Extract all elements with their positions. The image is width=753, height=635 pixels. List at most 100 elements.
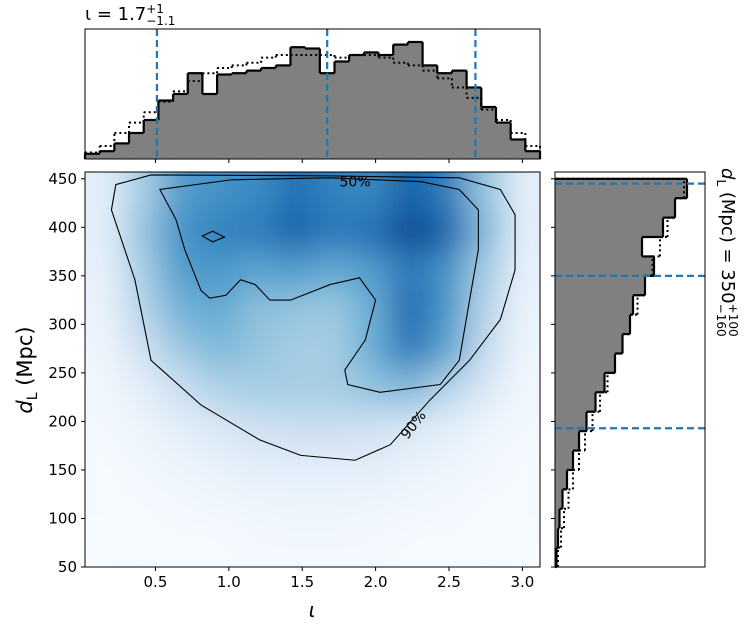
hist-bar [555,489,563,510]
heat-cell [352,250,391,291]
heat-cell [504,290,540,331]
heat-cell [352,408,391,450]
hist-bar [555,469,567,490]
heat-cell [161,527,200,567]
y-tick-label: 400 [48,218,77,236]
heat-cell [85,290,124,331]
heat-cell [161,488,200,528]
heat-cell [504,527,540,567]
heat-cell [275,330,315,370]
right-title-upper: +100 [726,304,740,337]
heat-cell [390,290,429,331]
hist-bar [334,61,350,159]
heat-cell [390,448,429,489]
heat-cell [275,488,315,528]
main-frame [84,171,541,568]
hist-bar [451,70,467,159]
heat-cell [313,290,353,331]
hist-bar [217,74,233,159]
heat-cell [123,211,162,252]
heat-cell [85,369,124,410]
heat-cell [123,250,162,291]
y-label-main: d [13,400,37,414]
x-axis-label: ι [309,598,316,622]
hist-bar [555,314,630,335]
heat-cell [352,369,391,410]
heat-cell [428,290,468,331]
heat-cell [428,408,468,450]
heat-cell [466,172,506,213]
hist-bar [290,47,306,160]
heat-cell [466,211,506,252]
hist-bar [555,178,687,199]
x-tick-label: 0.5 [144,573,168,591]
heat-cell [275,527,315,567]
right-title-lower: −160 [714,304,728,337]
heat-cell [123,330,162,370]
right-title-sub: L [714,179,728,186]
heat-cell [313,408,353,450]
heat-cell [161,211,200,252]
heat-cell [199,369,239,410]
heat-cell [237,330,277,370]
y-tick-label: 200 [48,412,77,430]
heat-cell [237,211,277,252]
heat-cell [275,369,315,410]
heat-cell [237,408,277,450]
hist-bar [363,52,379,159]
heat-cell [390,330,429,370]
heat-cell [123,369,162,410]
heat-cell [199,488,239,528]
heat-cell [390,408,429,450]
heat-cell [352,211,391,252]
heat-cell [504,408,540,450]
heat-cell [123,488,162,528]
hist-bar [319,73,335,159]
y-tick-label: 100 [48,509,77,527]
heat-cell [275,211,315,252]
heat-cell [85,408,124,450]
heat-cell [85,330,124,370]
heat-cell [123,172,162,213]
hist-bar [246,70,262,159]
heat-cell [504,172,540,213]
heat-cell [123,408,162,450]
heat-cell [466,250,506,291]
heat-cell [199,290,239,331]
y-tick-label: 450 [48,170,77,188]
heat-cell [504,488,540,528]
heat-cell [237,488,277,528]
hist-frame [554,171,706,568]
heat-cell [161,330,200,370]
heat-cell [199,408,239,450]
heat-cell [161,290,200,331]
hist-bar [466,87,482,159]
contour-label: 50% [340,175,371,191]
heat-cell [85,211,124,252]
heat-cell [504,330,540,370]
heat-cell [237,290,277,331]
heat-cell [199,448,239,489]
heat-cell [275,408,315,450]
hist-bar [481,107,497,159]
x-tick-label: 1.5 [290,573,314,591]
hist-bar [555,334,623,354]
heat-cell [161,408,200,450]
heatmap-area [85,172,540,567]
heat-cell [352,488,391,528]
heat-cell [466,448,506,489]
heat-cell [237,250,277,291]
contour [110,174,516,461]
hist-bar [275,65,291,159]
hist-bar [510,139,526,159]
heat-cell [275,250,315,291]
heat-cell [390,527,429,567]
heat-cell [390,369,429,410]
heat-cell [85,527,124,567]
x-tick-label: 3.0 [510,573,534,591]
heat-cell [313,488,353,528]
heat-cell [237,448,277,489]
top-title: ι = 1.7+1 −1.1 [85,2,175,28]
heat-cell [199,211,239,252]
